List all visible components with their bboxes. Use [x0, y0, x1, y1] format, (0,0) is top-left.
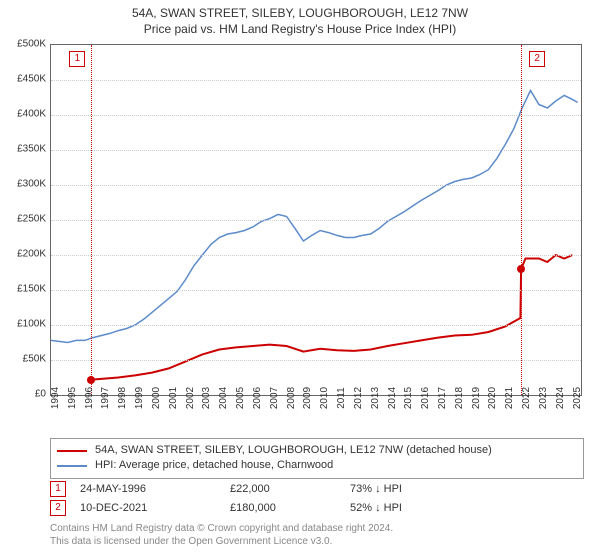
x-tick-label: 2005 [235, 387, 246, 409]
chart-plot-area: 12 [50, 44, 582, 396]
y-tick-label: £200K [17, 249, 46, 260]
legend-item-hpi: HPI: Average price, detached house, Char… [57, 458, 577, 473]
sale-event-marker: 1 [69, 51, 85, 67]
sale-row-date: 24-MAY-1996 [80, 480, 230, 499]
x-tick-label: 1994 [50, 387, 61, 409]
x-tick-label: 2003 [201, 387, 212, 409]
sale-event-vline [521, 45, 522, 395]
sale-row-delta: 52% ↓ HPI [350, 499, 450, 518]
x-tick-label: 1995 [67, 387, 78, 409]
y-tick-label: £100K [17, 319, 46, 330]
y-tick-label: £350K [17, 144, 46, 155]
y-tick-label: £400K [17, 109, 46, 120]
y-tick-label: £150K [17, 284, 46, 295]
footer-attribution: Contains HM Land Registry data © Crown c… [50, 522, 570, 548]
x-tick-label: 2007 [269, 387, 280, 409]
y-tick-label: £250K [17, 214, 46, 225]
x-tick-label: 2006 [252, 387, 263, 409]
x-tick-label: 1998 [117, 387, 128, 409]
x-tick-label: 2025 [572, 387, 583, 409]
legend: 54A, SWAN STREET, SILEBY, LOUGHBOROUGH, … [50, 438, 584, 479]
sale-row: 1 24-MAY-1996£22,00073% ↓ HPI [50, 480, 570, 499]
sale-event-marker: 2 [529, 51, 545, 67]
x-tick-label: 1996 [84, 387, 95, 409]
x-tick-label: 2016 [420, 387, 431, 409]
sale-row-marker: 1 [50, 481, 66, 497]
x-tick-label: 2015 [403, 387, 414, 409]
x-tick-label: 2024 [555, 387, 566, 409]
y-tick-label: £450K [17, 74, 46, 85]
x-tick-label: 2023 [538, 387, 549, 409]
legend-label-hpi: HPI: Average price, detached house, Char… [95, 458, 333, 473]
x-tick-label: 2018 [454, 387, 465, 409]
sale-row-price: £22,000 [230, 480, 350, 499]
x-tick-label: 2010 [319, 387, 330, 409]
sale-row-marker: 2 [50, 500, 66, 516]
y-tick-label: £50K [23, 354, 46, 365]
x-tick-label: 2017 [437, 387, 448, 409]
x-tick-label: 2012 [353, 387, 364, 409]
sale-event-dot [87, 376, 95, 384]
series-line [51, 91, 578, 343]
sale-row-price: £180,000 [230, 499, 350, 518]
footer-line-2: This data is licensed under the Open Gov… [50, 535, 570, 548]
sale-row-date: 10-DEC-2021 [80, 499, 230, 518]
sale-row-delta: 73% ↓ HPI [350, 480, 450, 499]
y-tick-label: £0 [35, 389, 46, 400]
x-tick-label: 2020 [487, 387, 498, 409]
sale-event-vline [91, 45, 92, 395]
sale-row: 2 10-DEC-2021£180,00052% ↓ HPI [50, 499, 570, 518]
chart-title: 54A, SWAN STREET, SILEBY, LOUGHBOROUGH, … [0, 0, 600, 22]
x-tick-label: 2009 [302, 387, 313, 409]
y-tick-label: £300K [17, 179, 46, 190]
x-tick-label: 1999 [134, 387, 145, 409]
legend-swatch-property [57, 450, 87, 452]
legend-item-property: 54A, SWAN STREET, SILEBY, LOUGHBOROUGH, … [57, 443, 577, 458]
x-tick-label: 2008 [286, 387, 297, 409]
x-tick-label: 2000 [151, 387, 162, 409]
x-tick-label: 2021 [504, 387, 515, 409]
legend-label-property: 54A, SWAN STREET, SILEBY, LOUGHBOROUGH, … [95, 443, 492, 458]
sales-table: 1 24-MAY-1996£22,00073% ↓ HPI 2 10-DEC-2021… [50, 480, 570, 517]
x-tick-label: 2001 [168, 387, 179, 409]
x-tick-label: 2011 [336, 387, 347, 409]
x-tick-label: 2019 [471, 387, 482, 409]
x-tick-label: 2013 [370, 387, 381, 409]
x-tick-label: 2004 [218, 387, 229, 409]
legend-swatch-hpi [57, 465, 87, 467]
x-tick-label: 2002 [185, 387, 196, 409]
chart-subtitle: Price paid vs. HM Land Registry's House … [0, 22, 600, 40]
sale-event-dot [517, 265, 525, 273]
x-tick-label: 2022 [521, 387, 532, 409]
x-tick-label: 2014 [387, 387, 398, 409]
x-tick-label: 1997 [100, 387, 111, 409]
footer-line-1: Contains HM Land Registry data © Crown c… [50, 522, 570, 535]
y-tick-label: £500K [17, 39, 46, 50]
